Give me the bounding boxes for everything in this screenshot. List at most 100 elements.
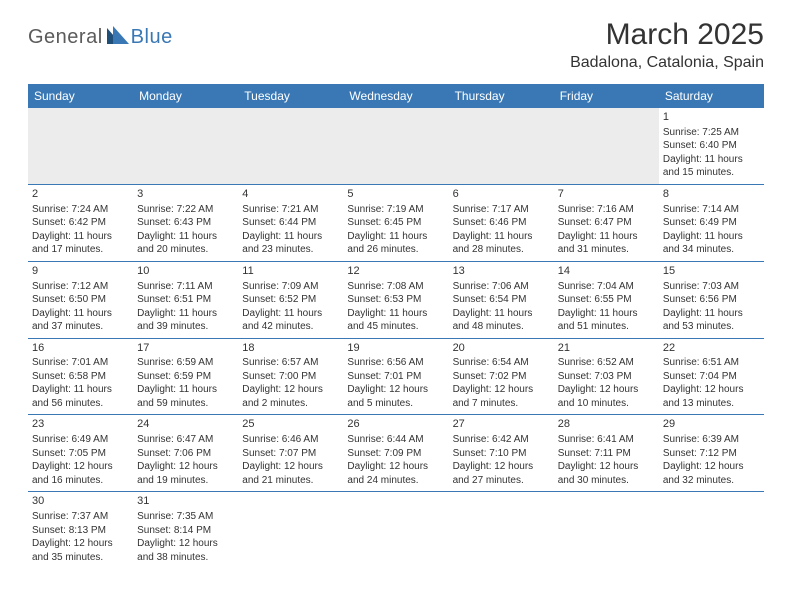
day-number: 26	[347, 417, 444, 432]
daylight-line: Daylight: 11 hours and 15 minutes.	[663, 153, 760, 180]
calendar-cell	[343, 108, 448, 184]
calendar-cell: 8Sunrise: 7:14 AMSunset: 6:49 PMDaylight…	[659, 184, 764, 261]
day-number: 19	[347, 341, 444, 356]
daylight-line: Daylight: 11 hours and 26 minutes.	[347, 230, 444, 257]
day-number: 25	[242, 417, 339, 432]
page-title: March 2025	[570, 18, 764, 52]
sunrise-line: Sunrise: 7:08 AM	[347, 280, 444, 294]
calendar-cell: 4Sunrise: 7:21 AMSunset: 6:44 PMDaylight…	[238, 184, 343, 261]
sunset-line: Sunset: 6:49 PM	[663, 216, 760, 230]
sunset-line: Sunset: 6:59 PM	[137, 370, 234, 384]
calendar-row: 30Sunrise: 7:37 AMSunset: 8:13 PMDayligh…	[28, 492, 764, 568]
calendar-cell: 28Sunrise: 6:41 AMSunset: 7:11 PMDayligh…	[554, 415, 659, 492]
sunrise-line: Sunrise: 6:44 AM	[347, 433, 444, 447]
day-number: 27	[453, 417, 550, 432]
calendar-cell: 16Sunrise: 7:01 AMSunset: 6:58 PMDayligh…	[28, 338, 133, 415]
sunrise-line: Sunrise: 7:24 AM	[32, 203, 129, 217]
sunrise-line: Sunrise: 7:06 AM	[453, 280, 550, 294]
daylight-line: Daylight: 12 hours and 19 minutes.	[137, 460, 234, 487]
sunset-line: Sunset: 6:52 PM	[242, 293, 339, 307]
sunset-line: Sunset: 6:43 PM	[137, 216, 234, 230]
sunrise-line: Sunrise: 7:22 AM	[137, 203, 234, 217]
daylight-line: Daylight: 11 hours and 45 minutes.	[347, 307, 444, 334]
sunrise-line: Sunrise: 7:01 AM	[32, 356, 129, 370]
sunrise-line: Sunrise: 7:14 AM	[663, 203, 760, 217]
sunset-line: Sunset: 6:53 PM	[347, 293, 444, 307]
daylight-line: Daylight: 11 hours and 42 minutes.	[242, 307, 339, 334]
day-number: 4	[242, 187, 339, 202]
calendar-cell: 26Sunrise: 6:44 AMSunset: 7:09 PMDayligh…	[343, 415, 448, 492]
calendar-cell	[554, 492, 659, 568]
calendar-cell: 1Sunrise: 7:25 AMSunset: 6:40 PMDaylight…	[659, 108, 764, 184]
calendar-cell: 24Sunrise: 6:47 AMSunset: 7:06 PMDayligh…	[133, 415, 238, 492]
daylight-line: Daylight: 12 hours and 21 minutes.	[242, 460, 339, 487]
sunrise-line: Sunrise: 6:57 AM	[242, 356, 339, 370]
sunset-line: Sunset: 6:42 PM	[32, 216, 129, 230]
calendar-cell	[449, 492, 554, 568]
calendar-row: 9Sunrise: 7:12 AMSunset: 6:50 PMDaylight…	[28, 261, 764, 338]
sunset-line: Sunset: 8:14 PM	[137, 524, 234, 538]
day-number: 28	[558, 417, 655, 432]
logo: General Blue	[28, 26, 173, 49]
location: Badalona, Catalonia, Spain	[570, 54, 764, 72]
sunrise-line: Sunrise: 6:54 AM	[453, 356, 550, 370]
day-number: 14	[558, 264, 655, 279]
calendar-cell: 17Sunrise: 6:59 AMSunset: 6:59 PMDayligh…	[133, 338, 238, 415]
day-number: 15	[663, 264, 760, 279]
calendar-cell: 12Sunrise: 7:08 AMSunset: 6:53 PMDayligh…	[343, 261, 448, 338]
sunrise-line: Sunrise: 7:04 AM	[558, 280, 655, 294]
daylight-line: Daylight: 11 hours and 37 minutes.	[32, 307, 129, 334]
sunrise-line: Sunrise: 6:42 AM	[453, 433, 550, 447]
calendar-cell: 6Sunrise: 7:17 AMSunset: 6:46 PMDaylight…	[449, 184, 554, 261]
day-number: 23	[32, 417, 129, 432]
daylight-line: Daylight: 11 hours and 59 minutes.	[137, 383, 234, 410]
daylight-line: Daylight: 11 hours and 56 minutes.	[32, 383, 129, 410]
calendar-cell: 10Sunrise: 7:11 AMSunset: 6:51 PMDayligh…	[133, 261, 238, 338]
sunset-line: Sunset: 6:58 PM	[32, 370, 129, 384]
calendar-cell: 23Sunrise: 6:49 AMSunset: 7:05 PMDayligh…	[28, 415, 133, 492]
calendar-cell: 13Sunrise: 7:06 AMSunset: 6:54 PMDayligh…	[449, 261, 554, 338]
day-number: 1	[663, 110, 760, 125]
day-number: 2	[32, 187, 129, 202]
calendar-cell: 22Sunrise: 6:51 AMSunset: 7:04 PMDayligh…	[659, 338, 764, 415]
sunrise-line: Sunrise: 7:09 AM	[242, 280, 339, 294]
logo-text-general: General	[28, 26, 103, 49]
sunset-line: Sunset: 6:44 PM	[242, 216, 339, 230]
sunset-line: Sunset: 7:02 PM	[453, 370, 550, 384]
daylight-line: Daylight: 12 hours and 7 minutes.	[453, 383, 550, 410]
sunrise-line: Sunrise: 7:03 AM	[663, 280, 760, 294]
calendar-cell	[238, 108, 343, 184]
day-header: Wednesday	[343, 84, 448, 108]
calendar-cell	[343, 492, 448, 568]
day-header: Thursday	[449, 84, 554, 108]
calendar-cell: 20Sunrise: 6:54 AMSunset: 7:02 PMDayligh…	[449, 338, 554, 415]
daylight-line: Daylight: 12 hours and 24 minutes.	[347, 460, 444, 487]
day-number: 22	[663, 341, 760, 356]
daylight-line: Daylight: 11 hours and 53 minutes.	[663, 307, 760, 334]
calendar-cell: 7Sunrise: 7:16 AMSunset: 6:47 PMDaylight…	[554, 184, 659, 261]
sunrise-line: Sunrise: 6:51 AM	[663, 356, 760, 370]
daylight-line: Daylight: 11 hours and 48 minutes.	[453, 307, 550, 334]
day-header: Tuesday	[238, 84, 343, 108]
day-number: 7	[558, 187, 655, 202]
daylight-line: Daylight: 12 hours and 27 minutes.	[453, 460, 550, 487]
daylight-line: Daylight: 12 hours and 2 minutes.	[242, 383, 339, 410]
sunrise-line: Sunrise: 7:19 AM	[347, 203, 444, 217]
daylight-line: Daylight: 11 hours and 39 minutes.	[137, 307, 234, 334]
calendar-row: 16Sunrise: 7:01 AMSunset: 6:58 PMDayligh…	[28, 338, 764, 415]
sunrise-line: Sunrise: 6:59 AM	[137, 356, 234, 370]
calendar-cell: 27Sunrise: 6:42 AMSunset: 7:10 PMDayligh…	[449, 415, 554, 492]
calendar-cell	[554, 108, 659, 184]
day-number: 16	[32, 341, 129, 356]
day-number: 31	[137, 494, 234, 509]
day-number: 18	[242, 341, 339, 356]
sunrise-line: Sunrise: 6:39 AM	[663, 433, 760, 447]
sunset-line: Sunset: 6:45 PM	[347, 216, 444, 230]
sunrise-line: Sunrise: 6:56 AM	[347, 356, 444, 370]
day-number: 13	[453, 264, 550, 279]
sunset-line: Sunset: 7:03 PM	[558, 370, 655, 384]
sunset-line: Sunset: 6:56 PM	[663, 293, 760, 307]
calendar-cell	[133, 108, 238, 184]
day-header: Friday	[554, 84, 659, 108]
daylight-line: Daylight: 12 hours and 13 minutes.	[663, 383, 760, 410]
